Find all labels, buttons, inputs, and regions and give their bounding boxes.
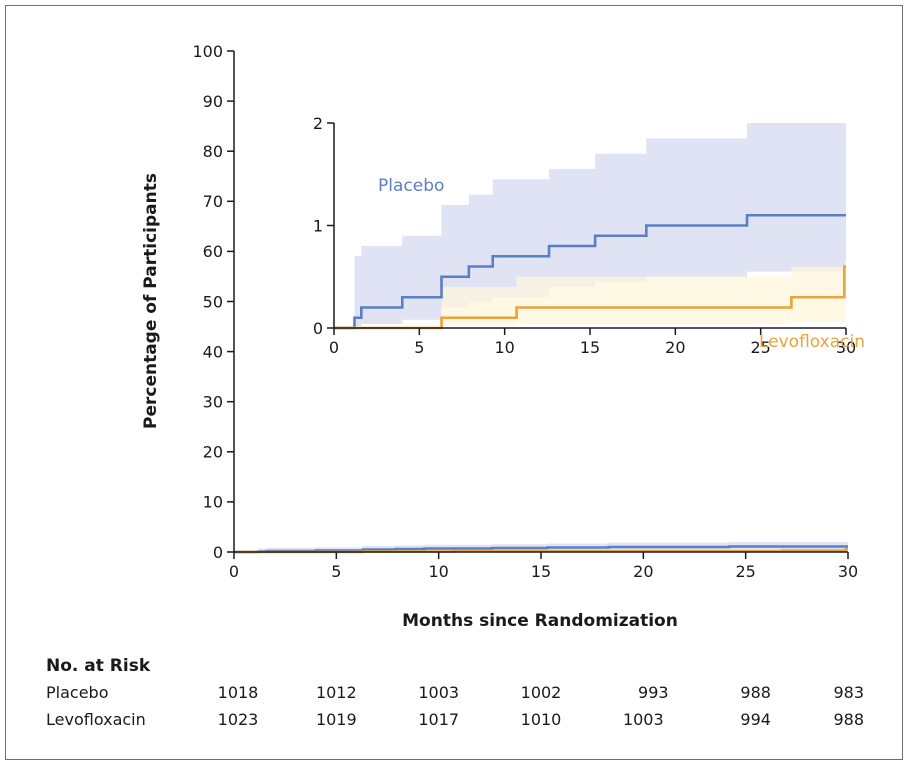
- series-label-levofloxacin: Levofloxacin: [759, 332, 865, 352]
- ci-band-levofloxacin: [334, 261, 846, 328]
- inset-y-tick-label: 1: [313, 216, 323, 235]
- main-y-tick-label: 90: [203, 92, 223, 111]
- inset-x-tick-label: 0: [329, 338, 339, 357]
- inset-series-lines: [334, 213, 846, 330]
- risk-cell: 988: [833, 710, 864, 729]
- inset-y-tick-label: 2: [313, 114, 323, 133]
- risk-cell: 1019: [316, 710, 357, 729]
- y-axis-title: Percentage of Participants: [141, 173, 161, 429]
- risk-cell: 1010: [521, 710, 562, 729]
- main-y-tick-label: 100: [192, 42, 223, 61]
- figure-frame: [5, 5, 903, 760]
- risk-cell: 994: [740, 710, 771, 729]
- inset-x-tick-label: 25: [750, 338, 770, 357]
- inset-x-tick-label: 30: [836, 338, 856, 357]
- risk-cell: 1023: [218, 710, 259, 729]
- inset-x-tick-label: 10: [494, 338, 514, 357]
- main-y-tick-label: 60: [203, 242, 223, 261]
- risk-cell: 988: [740, 683, 771, 702]
- risk-cell: 1003: [418, 683, 459, 702]
- risk-row-placebo: Placebo 1018 1012 1003 1002 993 988 983: [46, 683, 864, 702]
- inset-x-tick-label: 20: [665, 338, 685, 357]
- risk-table-title: No. at Risk: [46, 656, 151, 676]
- series-label-placebo: Placebo: [378, 176, 444, 196]
- risk-cell: 1018: [218, 683, 259, 702]
- main-y-tick-label: 40: [203, 342, 223, 361]
- main-y-tick-label: 50: [203, 292, 223, 311]
- inset-axes: 0 5 10 15 20 25 30 0 1 2: [313, 114, 856, 357]
- main-x-tick-label: 10: [428, 562, 448, 581]
- risk-cell: 993: [638, 683, 669, 702]
- inset-y-tick-label: 0: [313, 319, 323, 338]
- risk-cell: 1017: [418, 710, 459, 729]
- risk-cell: 1012: [316, 683, 357, 702]
- x-axis-title: Months since Randomization: [402, 611, 678, 631]
- inset-x-tick-label: 5: [414, 338, 424, 357]
- main-x-tick-label: 30: [838, 562, 858, 581]
- risk-cell: 983: [833, 683, 864, 702]
- risk-row-label: Placebo: [46, 683, 108, 702]
- main-y-tick-label: 30: [203, 392, 223, 411]
- risk-cell: 1002: [521, 683, 562, 702]
- main-x-tick-label: 20: [633, 562, 653, 581]
- risk-row-label: Levofloxacin: [46, 710, 146, 729]
- main-y-tick-label: 10: [203, 493, 223, 512]
- main-y-tick-label: 80: [203, 142, 223, 161]
- main-y-tick-label: 0: [213, 543, 223, 562]
- main-y-tick-label: 20: [203, 443, 223, 462]
- risk-cell: 1003: [623, 710, 664, 729]
- series-line-placebo: [334, 213, 846, 330]
- main-x-tick-label: 5: [331, 562, 341, 581]
- inset-x-tick-label: 15: [580, 338, 600, 357]
- main-y-tick-label: 70: [203, 192, 223, 211]
- risk-row-levofloxacin: Levofloxacin 1023 1019 1017 1010 1003 994 988: [46, 710, 864, 729]
- risk-table: Placebo 1018 1012 1003 1002 993 988 983 Levoflox…: [46, 683, 864, 729]
- main-x-tick-label: 25: [735, 562, 755, 581]
- main-x-tick-label: 15: [531, 562, 551, 581]
- series-line-levofloxacin: [334, 265, 846, 330]
- main-x-tick-label: 0: [229, 562, 239, 581]
